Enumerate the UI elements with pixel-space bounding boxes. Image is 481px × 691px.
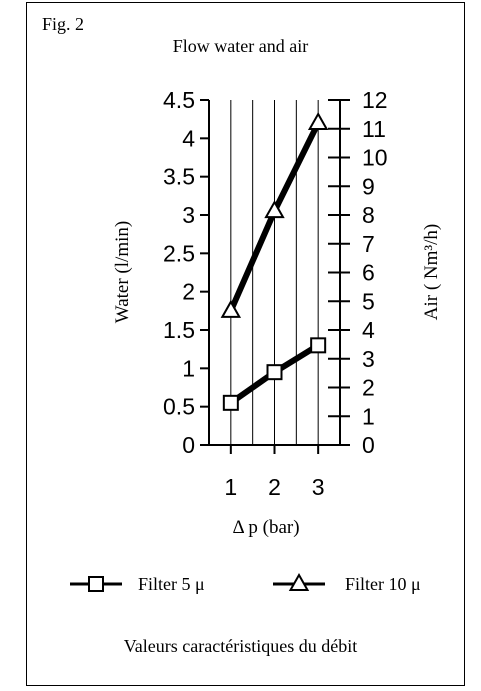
y-tick-label: 4.5	[163, 87, 195, 113]
legend-label-1: Filter 5 μ	[138, 574, 205, 594]
y-tick-label: 0.5	[163, 394, 195, 420]
legend-marker-2	[288, 572, 310, 591]
y-tick-label: 3	[182, 202, 195, 228]
data-point-1	[222, 394, 239, 411]
y2-tick-label: 1	[362, 403, 375, 429]
x-axis-label: Δ p (bar)	[232, 517, 299, 538]
y2-tick-label: 2	[362, 375, 375, 401]
y2-tick-label: 11	[362, 116, 386, 142]
y-tick-label: 4	[182, 125, 195, 151]
figure-frame	[26, 2, 465, 686]
y-tick-label: 3.5	[163, 164, 195, 190]
data-point-2	[264, 200, 285, 219]
data-point-1	[310, 337, 327, 354]
y2-tick-label: 12	[362, 87, 388, 113]
figure-caption: Valeurs caractéristiques du débit	[123, 636, 358, 656]
y2-tick-label: 10	[362, 145, 388, 171]
data-point-1	[266, 364, 283, 381]
data-point-2	[307, 111, 329, 130]
y2-tick-label: 5	[362, 288, 375, 314]
data-point-2	[220, 299, 242, 318]
y-tick-label: 1.5	[163, 317, 195, 343]
y2-tick-label: 6	[362, 260, 375, 286]
y2-tick-label: 8	[362, 202, 375, 228]
y-tick-label: 2	[182, 279, 195, 305]
x-tick-label: 3	[312, 474, 325, 500]
x-tick-label: 2	[268, 474, 281, 500]
y2-tick-label: 3	[362, 346, 375, 372]
y2-tick-label: 4	[362, 317, 375, 343]
y2-axis-label: Air ( Nm³/h)	[421, 224, 442, 320]
y-tick-label: 1	[182, 355, 195, 381]
chart-title: Flow water and air	[172, 36, 309, 56]
y-tick-label: 0	[182, 432, 195, 458]
y2-tick-label: 9	[362, 173, 375, 199]
y2-tick-label: 7	[362, 231, 375, 257]
y2-tick-label: 0	[362, 432, 375, 458]
y-axis-label: Water (l/min)	[112, 221, 133, 323]
legend-label-2: Filter 10 μ	[345, 574, 421, 594]
y-tick-label: 2.5	[163, 240, 195, 266]
legend-marker-1	[88, 576, 104, 592]
figure-label: Fig. 2	[42, 14, 85, 34]
x-tick-label: 1	[224, 474, 237, 500]
